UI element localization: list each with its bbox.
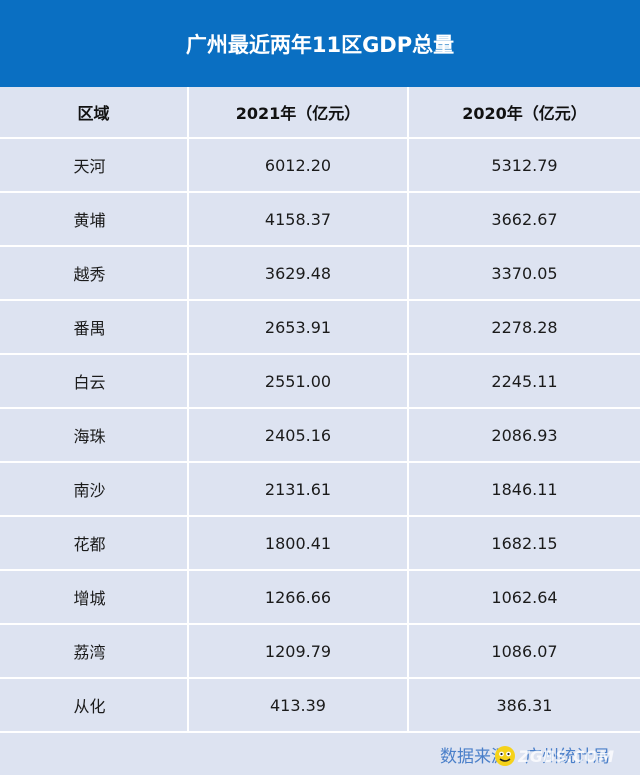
column-header-2020: 2020年（亿元） <box>409 87 640 137</box>
cell-2021: 4158.37 <box>189 193 407 245</box>
column-header-district: 区域 <box>0 87 187 137</box>
cell-2021: 2551.00 <box>189 355 407 407</box>
gdp-table: 区域 2021年（亿元） 2020年（亿元） 天河 6012.20 5312.79 黄… <box>0 87 640 775</box>
cell-2021: 3629.48 <box>189 247 407 299</box>
cell-2020: 1086.07 <box>409 625 640 677</box>
cell-2021: 2653.91 <box>189 301 407 353</box>
cell-2020: 2278.28 <box>409 301 640 353</box>
cell-2021: 1209.79 <box>189 625 407 677</box>
cell-district: 黄埔 <box>0 193 187 245</box>
cell-district: 越秀 <box>0 247 187 299</box>
cell-2021: 2405.16 <box>189 409 407 461</box>
cell-district: 白云 <box>0 355 187 407</box>
cell-2020: 1846.11 <box>409 463 640 515</box>
cell-2020: 1682.15 <box>409 517 640 569</box>
cell-district: 海珠 <box>0 409 187 461</box>
cell-2021: 1266.66 <box>189 571 407 623</box>
data-source-note: 数据来源：广州统计局 <box>0 733 640 775</box>
cell-district: 花都 <box>0 517 187 569</box>
cell-district: 荔湾 <box>0 625 187 677</box>
cell-2021: 2131.61 <box>189 463 407 515</box>
table-title: 广州最近两年11区GDP总量 <box>0 0 640 87</box>
cell-district: 天河 <box>0 139 187 191</box>
cell-2020: 386.31 <box>409 679 640 731</box>
site-watermark: ZGBS.COM <box>494 745 614 767</box>
cell-district: 番禺 <box>0 301 187 353</box>
cell-district: 从化 <box>0 679 187 731</box>
smiley-logo-icon <box>495 746 516 766</box>
cell-district: 南沙 <box>0 463 187 515</box>
cell-district: 增城 <box>0 571 187 623</box>
cell-2020: 1062.64 <box>409 571 640 623</box>
cell-2020: 2086.93 <box>409 409 640 461</box>
watermark-text: ZGBS.COM <box>518 746 614 766</box>
cell-2020: 5312.79 <box>409 139 640 191</box>
cell-2021: 1800.41 <box>189 517 407 569</box>
cell-2021: 6012.20 <box>189 139 407 191</box>
cell-2020: 3662.67 <box>409 193 640 245</box>
cell-2021: 413.39 <box>189 679 407 731</box>
cell-2020: 3370.05 <box>409 247 640 299</box>
cell-2020: 2245.11 <box>409 355 640 407</box>
column-header-2021: 2021年（亿元） <box>189 87 407 137</box>
